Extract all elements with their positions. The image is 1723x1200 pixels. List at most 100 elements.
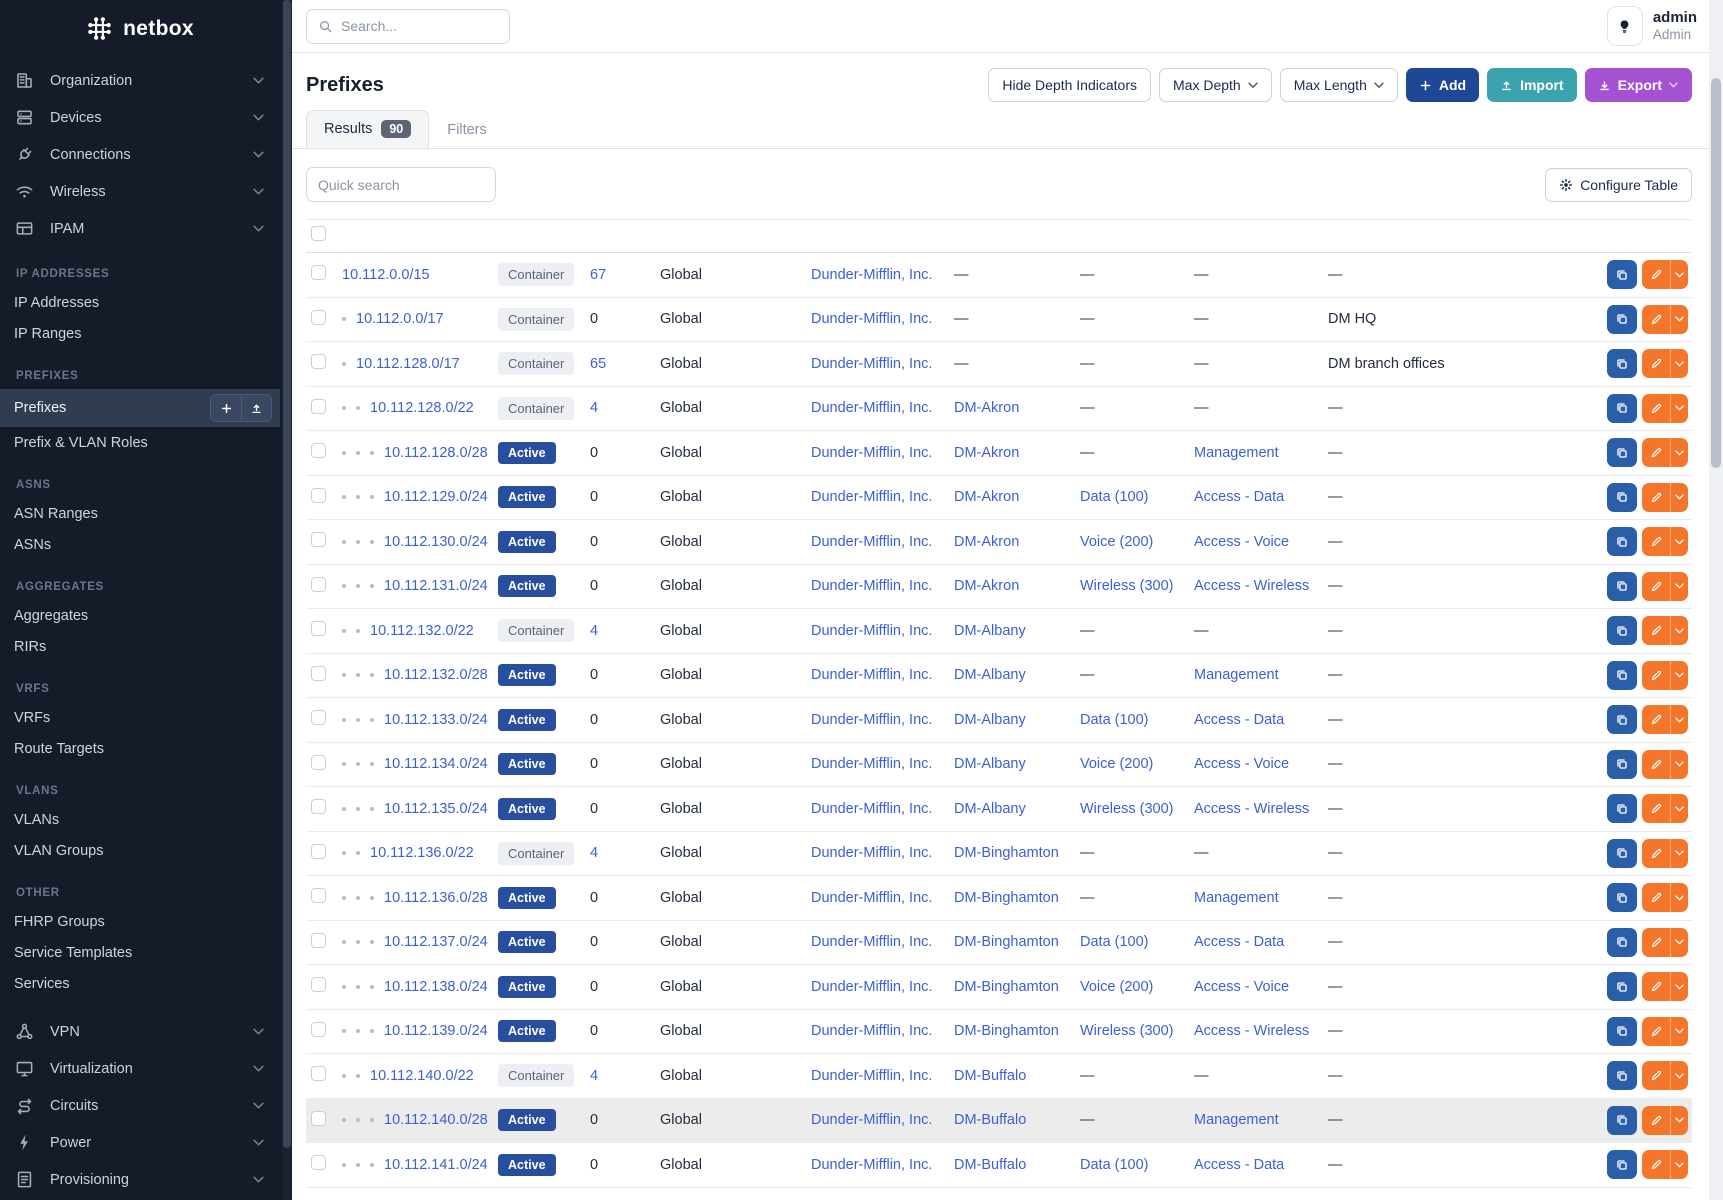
prefix-link[interactable]: 10.112.141.0/24 [384, 1156, 488, 1173]
edit-button[interactable] [1642, 749, 1670, 779]
role-link[interactable]: Access - Data [1194, 1156, 1285, 1173]
tenant-link[interactable]: Dunder-Mifflin, Inc. [811, 1112, 933, 1129]
row-checkbox[interactable] [311, 888, 326, 904]
row-checkbox[interactable] [311, 754, 326, 770]
row-checkbox[interactable] [311, 621, 326, 637]
global-search[interactable] [306, 8, 510, 44]
edit-dropdown-button[interactable] [1670, 838, 1688, 868]
tenant-link[interactable]: Dunder-Mifflin, Inc. [811, 845, 933, 862]
children-link[interactable]: 0 [590, 533, 599, 550]
edit-dropdown-button[interactable] [1670, 749, 1688, 779]
children-link[interactable]: 0 [590, 756, 599, 773]
tenant-link[interactable]: Dunder-Mifflin, Inc. [811, 489, 933, 506]
vlan-link[interactable]: — [1080, 845, 1095, 862]
role-link[interactable]: Access - Voice [1194, 978, 1290, 995]
vlan-link[interactable]: Voice (200) [1080, 533, 1154, 550]
theme-toggle-button[interactable] [1606, 6, 1643, 46]
site-link[interactable]: DM-Buffalo [954, 1156, 1027, 1173]
row-checkbox[interactable] [311, 843, 326, 859]
sidebar-menu-item[interactable]: Connections [0, 136, 280, 173]
row-checkbox[interactable] [311, 265, 326, 281]
prefix-link[interactable]: 10.112.134.0/24 [384, 756, 488, 773]
vlan-link[interactable]: Voice (200) [1080, 978, 1154, 995]
prefix-link[interactable]: 10.112.140.0/22 [370, 1067, 474, 1084]
site-link[interactable]: — [954, 266, 969, 283]
children-link[interactable]: 0 [590, 800, 599, 817]
edit-dropdown-button[interactable] [1670, 927, 1688, 957]
site-link[interactable]: DM-Binghamton [954, 889, 1059, 906]
tenant-link[interactable]: Dunder-Mifflin, Inc. [811, 711, 933, 728]
edit-button[interactable] [1642, 794, 1670, 824]
prefix-link[interactable]: 10.112.138.0/24 [384, 978, 488, 995]
vlan-link[interactable]: — [1080, 311, 1095, 328]
site-link[interactable]: DM-Buffalo [954, 1067, 1027, 1084]
copy-button[interactable] [1607, 527, 1637, 557]
page-scrollbar[interactable] [1711, 78, 1721, 468]
sidebar-item[interactable]: FHRP Groups [0, 906, 280, 937]
quick-search[interactable] [306, 167, 496, 202]
edit-dropdown-button[interactable] [1670, 438, 1688, 468]
tenant-link[interactable]: Dunder-Mifflin, Inc. [811, 800, 933, 817]
tenant-link[interactable]: Dunder-Mifflin, Inc. [811, 889, 933, 906]
prefix-link[interactable]: 10.112.136.0/28 [384, 889, 488, 906]
prefix-link[interactable]: 10.112.135.0/24 [384, 800, 488, 817]
prefix-link[interactable]: 10.112.137.0/24 [384, 934, 488, 951]
max-depth-dropdown[interactable]: Max Depth [1159, 68, 1272, 102]
site-link[interactable]: DM-Binghamton [954, 1023, 1059, 1040]
role-link[interactable]: — [1194, 845, 1209, 862]
edit-dropdown-button[interactable] [1670, 304, 1688, 334]
edit-button[interactable] [1642, 393, 1670, 423]
edit-button[interactable] [1642, 260, 1670, 290]
children-link[interactable]: 0 [590, 311, 599, 328]
row-checkbox[interactable] [311, 977, 326, 993]
vlan-link[interactable]: Data (100) [1080, 1156, 1149, 1173]
edit-dropdown-button[interactable] [1670, 260, 1688, 290]
row-checkbox[interactable] [311, 710, 326, 726]
prefix-link[interactable]: 10.112.128.0/22 [370, 400, 474, 417]
row-checkbox[interactable] [311, 309, 326, 325]
sidebar-item[interactable]: VLANs [0, 804, 280, 835]
prefix-link[interactable]: 10.112.133.0/24 [384, 711, 488, 728]
sidebar-menu-item[interactable]: Wireless [0, 173, 280, 210]
sidebar-menu-item[interactable]: Organization [0, 62, 280, 99]
sidebar-menu-item[interactable]: IPAM [0, 210, 280, 247]
tenant-link[interactable]: Dunder-Mifflin, Inc. [811, 1156, 933, 1173]
children-link[interactable]: 0 [590, 1156, 599, 1173]
prefix-link[interactable]: 10.112.128.0/28 [384, 444, 488, 461]
sidebar-item[interactable]: Service Templates [0, 937, 280, 968]
edit-button[interactable] [1642, 1061, 1670, 1091]
prefix-link[interactable]: 10.112.0.0/15 [342, 266, 430, 283]
edit-button[interactable] [1642, 972, 1670, 1002]
sidebar-item[interactable]: RIRs [0, 631, 280, 662]
vlan-link[interactable]: — [1080, 266, 1095, 283]
edit-dropdown-button[interactable] [1670, 1150, 1688, 1180]
configure-table-button[interactable]: Configure Table [1545, 167, 1692, 202]
role-link[interactable]: — [1194, 266, 1209, 283]
copy-button[interactable] [1607, 571, 1637, 601]
vlan-link[interactable]: — [1080, 622, 1095, 639]
tenant-link[interactable]: Dunder-Mifflin, Inc. [811, 444, 933, 461]
role-link[interactable]: Management [1194, 1112, 1279, 1129]
prefix-link[interactable]: 10.112.136.0/22 [370, 845, 474, 862]
children-link[interactable]: 0 [590, 489, 599, 506]
prefix-link[interactable]: 10.112.0.0/17 [356, 311, 444, 328]
copy-button[interactable] [1607, 1016, 1637, 1046]
vlan-link[interactable]: — [1080, 1112, 1095, 1129]
vlan-link[interactable]: Data (100) [1080, 934, 1149, 951]
copy-button[interactable] [1607, 1150, 1637, 1180]
vlan-link[interactable]: Wireless (300) [1080, 578, 1174, 595]
row-checkbox[interactable] [311, 398, 326, 414]
tenant-link[interactable]: Dunder-Mifflin, Inc. [811, 311, 933, 328]
vlan-link[interactable]: — [1080, 444, 1095, 461]
row-checkbox[interactable] [311, 576, 326, 592]
global-search-input[interactable] [341, 18, 498, 34]
site-link[interactable]: DM-Albany [954, 711, 1026, 728]
edit-dropdown-button[interactable] [1670, 349, 1688, 379]
copy-button[interactable] [1607, 705, 1637, 735]
role-link[interactable]: Access - Wireless [1194, 1023, 1310, 1040]
vlan-link[interactable]: Data (100) [1080, 711, 1149, 728]
children-link[interactable]: 0 [590, 578, 599, 595]
sidebar-item[interactable]: IP Ranges [0, 318, 280, 349]
edit-button[interactable] [1642, 616, 1670, 646]
site-link[interactable]: — [954, 355, 969, 372]
